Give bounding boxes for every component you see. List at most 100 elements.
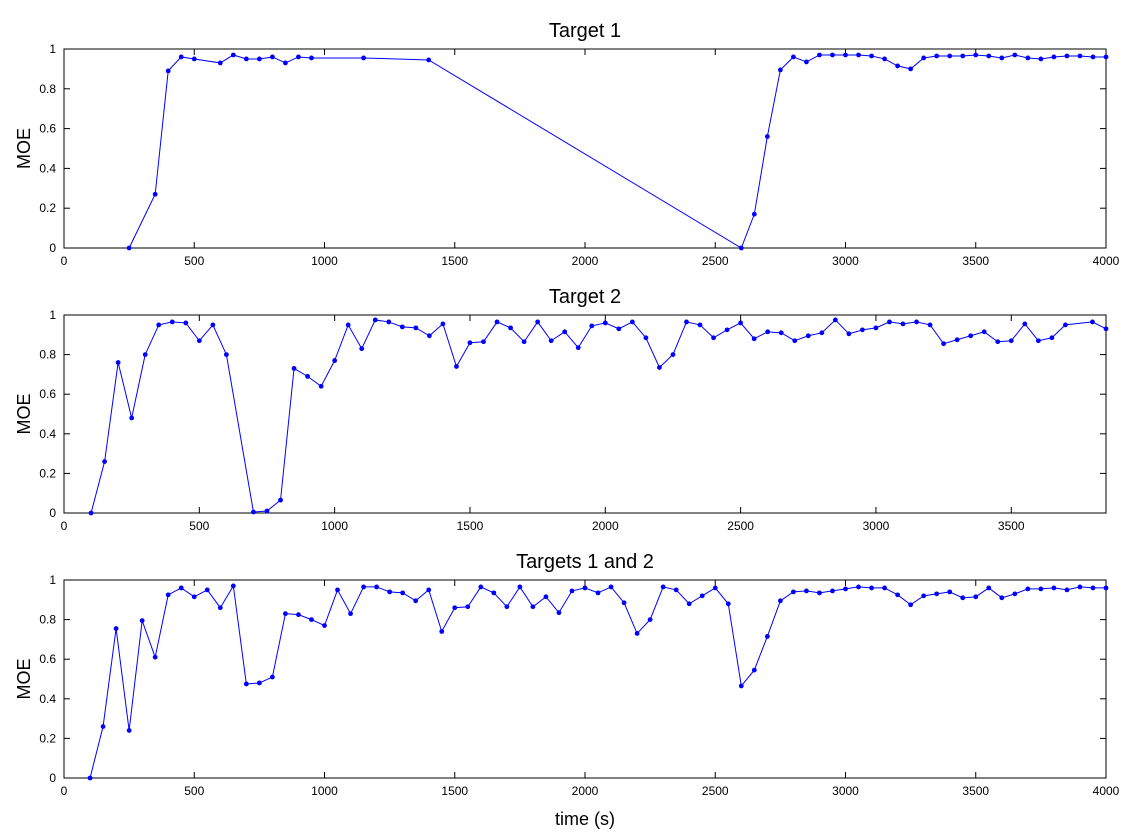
data-point <box>595 590 601 596</box>
data-point <box>452 605 458 611</box>
data-point <box>873 325 879 331</box>
y-tick-label: 0.6 <box>39 652 56 666</box>
x-tick-label: 1500 <box>441 254 468 268</box>
data-point <box>804 588 809 594</box>
data-point <box>386 319 392 325</box>
x-tick-label: 3500 <box>962 254 989 268</box>
data-point <box>914 319 919 325</box>
plot-area-frame <box>63 314 1107 514</box>
data-point <box>191 594 197 600</box>
x-tick-label: 2000 <box>592 519 619 533</box>
data-point <box>908 66 914 72</box>
data-point <box>165 592 171 598</box>
y-tick-label: 0 <box>49 506 56 520</box>
data-point <box>805 333 811 339</box>
data-point <box>305 373 310 379</box>
data-point <box>921 55 927 61</box>
data-point <box>846 331 852 337</box>
x-tick-label: 4000 <box>1093 784 1120 798</box>
data-point <box>616 326 622 332</box>
data-point <box>178 585 184 591</box>
data-point <box>1038 586 1044 592</box>
x-tick-label: 2000 <box>572 784 599 798</box>
data-point <box>856 584 861 590</box>
chart-panel-2: Target 2 MOE 0 500 1000 1500 2000 2500 3000 3500 0… <box>14 286 1109 533</box>
x-tick-label: 3500 <box>998 519 1025 533</box>
x-tick-label: 500 <box>184 254 204 268</box>
data-point <box>608 584 614 590</box>
data-point <box>372 317 378 323</box>
y-tick-label: 0 <box>49 771 56 785</box>
data-point <box>711 335 716 341</box>
data-point <box>791 54 796 60</box>
data-point <box>413 325 419 331</box>
data-point <box>629 319 635 325</box>
data-point <box>309 617 314 622</box>
data-point <box>686 601 692 607</box>
x-tick-label: 0 <box>61 519 68 533</box>
data-point <box>504 604 510 610</box>
y-tick-label: 0.8 <box>39 613 56 627</box>
data-point <box>843 52 848 58</box>
y-tick-label: 0.4 <box>39 427 56 441</box>
data-point <box>508 325 513 331</box>
chart-panel-3: Targets 1 and 2 MOE 0 500 1000 1500 2000 2500 30… <box>14 551 1120 798</box>
data-point <box>374 584 379 590</box>
y-tick-label: 0.2 <box>39 466 56 480</box>
data-point <box>634 631 640 636</box>
data-point <box>764 134 770 139</box>
data-point <box>712 585 718 591</box>
data-point <box>882 56 887 62</box>
data-point <box>142 352 148 357</box>
data-point <box>947 589 953 595</box>
data-point <box>738 320 744 326</box>
data-point <box>1049 335 1055 341</box>
y-tick-label: 1 <box>49 573 56 587</box>
data-point <box>981 329 987 335</box>
x-axis-label: time (s) <box>555 809 615 829</box>
data-point <box>169 319 175 325</box>
data-point <box>556 610 562 616</box>
y-tick-label: 0.6 <box>39 387 56 401</box>
data-point <box>243 56 249 62</box>
data-point <box>413 598 419 604</box>
data-point <box>465 604 471 610</box>
data-point <box>345 322 351 328</box>
data-point <box>764 634 770 639</box>
data-point <box>792 338 798 344</box>
data-point <box>332 358 338 363</box>
data-point <box>1103 585 1109 591</box>
data-point <box>543 594 549 600</box>
data-point <box>999 595 1005 601</box>
y-tick-label: 0.2 <box>39 731 56 745</box>
data-point <box>335 587 340 593</box>
data-point <box>126 245 132 251</box>
y-tick-label: 0.8 <box>39 82 56 96</box>
y-tick-label: 0.4 <box>39 161 56 175</box>
y-tick-label: 1 <box>49 42 56 56</box>
data-point <box>1103 326 1109 332</box>
data-point <box>399 324 405 330</box>
data-point <box>738 683 744 689</box>
data-point <box>908 602 914 608</box>
data-point <box>88 510 94 516</box>
data-point <box>387 589 393 595</box>
data-point <box>454 364 459 369</box>
data-point <box>670 352 676 357</box>
data-point <box>256 680 262 686</box>
data-point <box>791 589 796 595</box>
data-point <box>1064 587 1070 593</box>
data-point <box>223 352 229 357</box>
data-point <box>283 60 288 66</box>
data-point <box>817 52 822 58</box>
data-point <box>400 590 406 596</box>
y-axis-label: MOE <box>14 128 34 169</box>
data-point <box>1012 52 1018 58</box>
data-point <box>517 584 523 590</box>
data-point <box>521 339 527 345</box>
y-axis-label: MOE <box>14 658 34 699</box>
data-point <box>582 585 588 591</box>
data-point <box>535 319 541 325</box>
data-point <box>139 618 145 623</box>
data-point <box>697 322 703 328</box>
